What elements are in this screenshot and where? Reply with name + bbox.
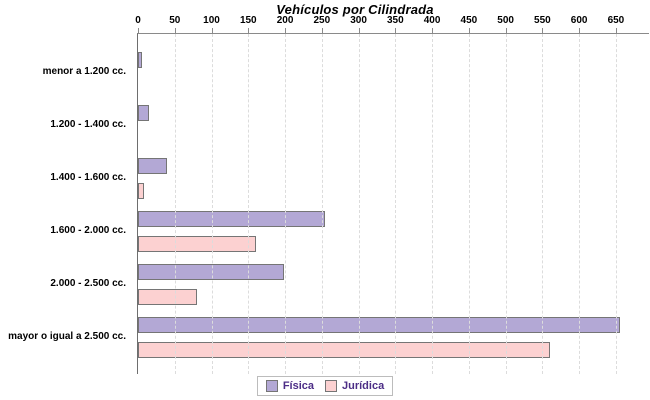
x-axis-tick-label: 50 bbox=[169, 15, 181, 26]
x-axis-tick bbox=[358, 28, 360, 33]
bar-row bbox=[138, 152, 649, 205]
legend-wrap: Física Jurídica bbox=[0, 376, 650, 396]
x-axis-tick-label: 0 bbox=[135, 15, 141, 26]
bars-area bbox=[138, 34, 649, 374]
gridline bbox=[505, 34, 507, 374]
x-axis-tick bbox=[174, 28, 176, 33]
x-axis-tick bbox=[505, 28, 507, 33]
x-axis-tick-label: 100 bbox=[203, 15, 220, 26]
bar-juridica bbox=[138, 183, 144, 199]
y-axis-category-label: mayor o igual a 2.500 cc. bbox=[8, 331, 126, 342]
x-axis-tick bbox=[395, 28, 397, 33]
gridline bbox=[358, 34, 360, 374]
x-axis-tick bbox=[615, 28, 617, 33]
x-axis-tick bbox=[211, 28, 213, 33]
bar-fisica bbox=[138, 52, 142, 68]
legend: Física Jurídica bbox=[256, 376, 394, 396]
gridline bbox=[174, 34, 176, 374]
bar-row bbox=[138, 46, 649, 99]
x-axis-tick-label: 550 bbox=[534, 15, 551, 26]
x-axis-tick bbox=[579, 28, 581, 33]
x-axis-tick-label: 150 bbox=[239, 15, 257, 26]
bar-fisica bbox=[138, 158, 168, 174]
bar-fisica bbox=[138, 317, 620, 333]
bar-row bbox=[138, 258, 649, 311]
y-axis-category-label: 2.000 - 2.500 cc. bbox=[50, 278, 126, 289]
y-axis-labels: menor a 1.200 cc. 1.200 - 1.400 cc. 1.400 … bbox=[0, 33, 131, 373]
legend-swatch-fisica bbox=[265, 380, 278, 392]
bar-juridica bbox=[138, 289, 197, 305]
legend-label-juridica: Jurídica bbox=[342, 380, 385, 392]
bar-fisica bbox=[138, 211, 326, 227]
gridline bbox=[468, 34, 470, 374]
x-axis-tick-label: 350 bbox=[386, 15, 404, 26]
x-axis-tick-label: 300 bbox=[350, 15, 367, 26]
x-axis-tick bbox=[248, 28, 250, 33]
y-axis-category-label: 1.400 - 1.600 cc. bbox=[50, 172, 126, 183]
gridline bbox=[285, 34, 287, 374]
gridline bbox=[615, 34, 617, 374]
gridline bbox=[248, 34, 250, 374]
x-axis-tick-label: 200 bbox=[276, 15, 294, 26]
x-axis-tick-label: 250 bbox=[313, 15, 331, 26]
y-axis-category-label: 1.600 - 2.000 cc. bbox=[50, 225, 126, 236]
bar-fisica bbox=[138, 264, 284, 280]
legend-item-juridica: Jurídica bbox=[325, 380, 384, 392]
x-axis-tick bbox=[468, 28, 470, 33]
chart-title: Vehículos por Cilindrada bbox=[276, 2, 434, 17]
x-axis-tick bbox=[285, 28, 287, 33]
gridline bbox=[395, 34, 397, 374]
y-axis-category-label: 1.200 - 1.400 cc. bbox=[50, 119, 126, 130]
bar-row bbox=[138, 99, 649, 152]
x-axis-tick-label: 500 bbox=[497, 15, 514, 26]
x-axis-tick bbox=[138, 28, 139, 33]
legend-label-fisica: Física bbox=[282, 380, 314, 392]
y-axis-category-label: menor a 1.200 cc. bbox=[42, 66, 126, 77]
x-axis-tick-label: 600 bbox=[570, 15, 588, 26]
bar-fisica bbox=[138, 105, 150, 121]
gridline bbox=[542, 34, 544, 374]
legend-item-fisica: Física bbox=[265, 380, 314, 392]
gridline bbox=[432, 34, 434, 374]
x-axis-tick bbox=[321, 28, 323, 33]
legend-swatch-juridica bbox=[325, 380, 337, 392]
bar-juridica bbox=[138, 342, 550, 358]
x-axis-tick bbox=[542, 28, 544, 33]
bar-row bbox=[138, 311, 649, 364]
gridline bbox=[211, 34, 213, 374]
bar-row bbox=[138, 205, 649, 258]
gridline bbox=[579, 34, 581, 374]
bar-juridica bbox=[138, 236, 256, 252]
x-axis-tick-label: 450 bbox=[460, 15, 478, 26]
x-axis-tick-label: 650 bbox=[607, 15, 625, 26]
x-axis-tick bbox=[432, 28, 434, 33]
gridline bbox=[321, 34, 323, 374]
x-axis-tick-label: 400 bbox=[423, 15, 441, 26]
plot-area: 0 50 100 150 200 250 300 350 400 450 500 550 600 650 bbox=[135, 15, 649, 374]
